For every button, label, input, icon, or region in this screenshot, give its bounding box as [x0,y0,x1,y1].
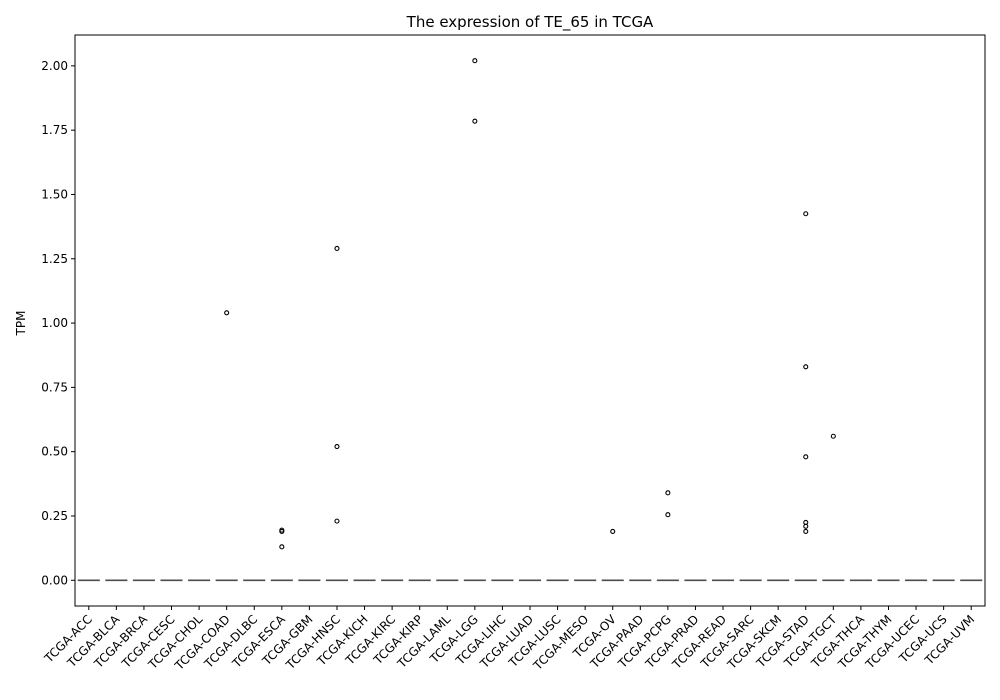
y-tick-label: 0.00 [41,573,68,587]
outlier-point [803,528,809,534]
outlier-point [279,528,285,534]
y-axis-label: TPM [14,311,28,337]
outlier-point [224,310,230,316]
outlier-point [334,518,340,524]
y-tick-label: 1.50 [41,187,68,201]
y-tick-label: 1.00 [41,316,68,330]
y-tick-label: 1.75 [41,123,68,137]
outlier-point [472,58,478,64]
outlier-point [803,454,809,460]
outlier-point [830,433,836,439]
plot-area [74,34,986,607]
outlier-point [803,364,809,370]
outlier-point [803,211,809,217]
y-tick-label: 0.25 [41,509,68,523]
outlier-point [334,245,340,252]
outlier-point [665,490,671,496]
outlier-point [665,512,671,518]
y-tick-label: 0.75 [41,380,68,394]
y-tick-label: 0.50 [41,445,68,459]
plot-frame [74,34,986,607]
chart-title: The expression of TE_65 in TCGA [406,13,654,32]
y-tick-label: 1.25 [41,252,68,266]
outlier-point [803,523,809,529]
outlier-point [334,443,340,450]
outlier-point [472,118,478,124]
x-axis: TCGA-ACCTCGA-BLCATCGA-BRCATCGA-CESCTCGA-… [41,606,977,673]
y-axis: 0.00 0.25 0.50 0.75 1.00 1.25 1.50 1.75 2.00 [41,59,75,587]
y-tick-label: 2.00 [41,59,68,73]
outlier-point [279,544,285,550]
outlier-point [610,528,616,534]
